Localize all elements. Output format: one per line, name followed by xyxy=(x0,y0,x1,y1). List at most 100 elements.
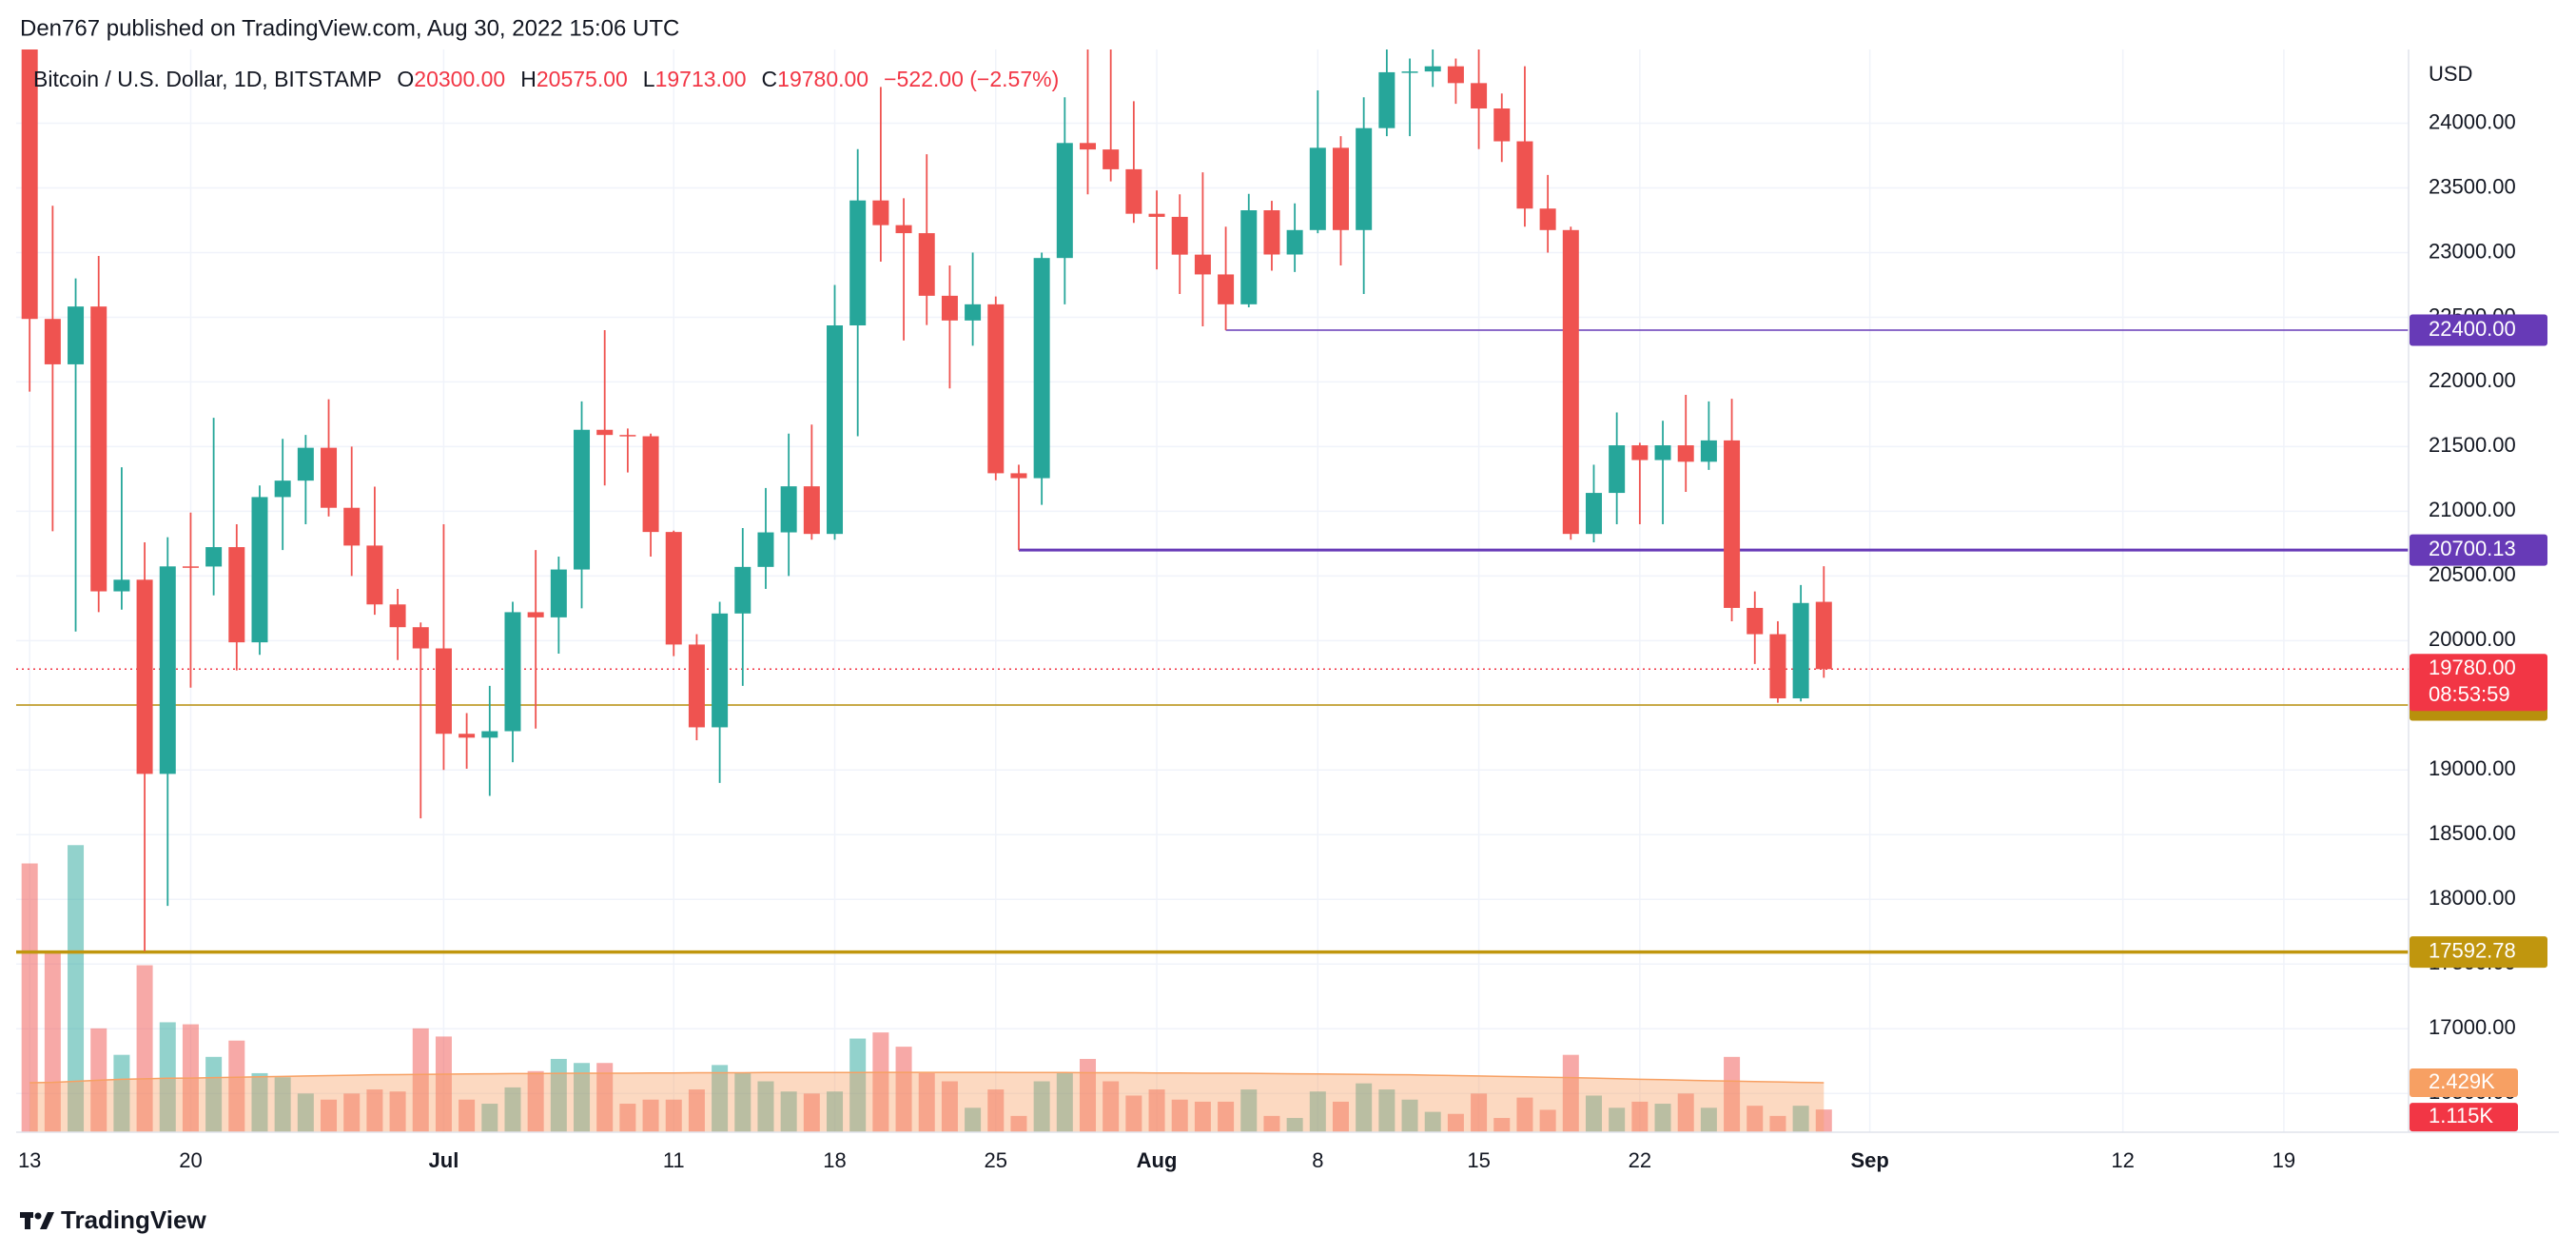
volume-bar xyxy=(574,1063,591,1132)
volume-bar xyxy=(1631,1101,1649,1132)
level-label-text: 20700.13 xyxy=(2429,537,2516,560)
volume-bar xyxy=(68,845,85,1132)
legend-key: H xyxy=(520,67,537,91)
candle-body xyxy=(1103,149,1120,169)
volume-bar xyxy=(827,1091,844,1132)
volume-bar xyxy=(1493,1118,1511,1132)
candle-body xyxy=(734,566,751,614)
volume-bar xyxy=(1194,1101,1211,1132)
candle-body xyxy=(159,566,176,774)
candle-body xyxy=(1562,229,1579,535)
volume-ma-area xyxy=(29,1072,1825,1132)
volume-bar xyxy=(1700,1107,1717,1132)
volume-bar xyxy=(1010,1115,1027,1132)
y-tick-label: 17000.00 xyxy=(2429,1015,2516,1039)
candle-body xyxy=(44,319,61,364)
volume-bar xyxy=(1103,1081,1120,1132)
legend: Bitcoin / U.S. Dollar, 1D, BITSTAMP O2030… xyxy=(33,67,1059,91)
countdown-text: 08:53:59 xyxy=(2429,682,2510,706)
volume-bar xyxy=(228,1040,245,1132)
volume-label-box xyxy=(2410,1103,2518,1132)
volume-bar xyxy=(44,950,61,1132)
legend-symbol: Bitcoin / U.S. Dollar, 1D, BITSTAMP xyxy=(33,67,381,91)
volume-bar xyxy=(1056,1072,1073,1132)
candle-body xyxy=(1240,210,1258,304)
y-tick-label: 22000.00 xyxy=(2429,368,2516,392)
level-label-box xyxy=(2410,314,2547,346)
volume-bar xyxy=(389,1091,406,1132)
candle-body xyxy=(827,325,844,535)
candle-body xyxy=(712,613,729,728)
volume-bar xyxy=(1401,1099,1418,1132)
candle-body xyxy=(941,295,958,321)
candle-body xyxy=(1356,127,1373,230)
candle-body xyxy=(1815,601,1832,670)
x-tick-label: 25 xyxy=(985,1148,1007,1172)
publish-header: Den767 published on TradingView.com, Aug… xyxy=(20,15,679,41)
x-tick-label: Aug xyxy=(1137,1148,1178,1172)
candle-body xyxy=(1769,634,1786,698)
candle-body xyxy=(1631,445,1649,460)
volume-bar xyxy=(1724,1056,1741,1132)
candle-body xyxy=(435,648,452,735)
x-tick-label: 13 xyxy=(18,1148,41,1172)
currency-label: USD xyxy=(2429,62,2472,86)
candle-body xyxy=(205,547,223,567)
legend-key: O xyxy=(397,67,414,91)
x-tick-label: 8 xyxy=(1312,1148,1323,1172)
volume-bar xyxy=(1171,1099,1188,1132)
volume-bar xyxy=(550,1058,567,1132)
legend-value: 20300.00 xyxy=(414,67,505,91)
volume-bar xyxy=(1539,1109,1556,1132)
candle-body xyxy=(803,486,820,535)
candle-body xyxy=(321,447,338,508)
volume-bar xyxy=(412,1028,429,1132)
candle-body xyxy=(1378,71,1395,128)
candle-body xyxy=(504,612,521,732)
volume-bar xyxy=(21,863,38,1132)
candle-body xyxy=(1654,445,1671,460)
volume-bar xyxy=(1654,1104,1671,1132)
candle-body xyxy=(1609,445,1626,494)
candle-body xyxy=(1585,493,1602,535)
y-tick-label: 21500.00 xyxy=(2429,433,2516,457)
candle-body xyxy=(366,545,383,605)
candle-body xyxy=(1332,147,1349,230)
candle-body xyxy=(1424,66,1441,72)
candle-body xyxy=(1677,445,1694,462)
volume-bar xyxy=(757,1081,774,1132)
volume-bar xyxy=(1263,1115,1280,1132)
candle-body xyxy=(113,579,130,592)
volume-bar xyxy=(1516,1097,1533,1132)
volume-bar xyxy=(251,1072,268,1132)
volume-bar xyxy=(688,1089,705,1132)
y-tick-label: 20500.00 xyxy=(2429,562,2516,586)
volume-bar xyxy=(1447,1113,1464,1132)
candle-body xyxy=(1309,147,1326,230)
footer-brand: TradingView xyxy=(61,1205,206,1234)
volume-bar xyxy=(1792,1106,1809,1132)
volume-bar xyxy=(642,1099,659,1132)
logo-slash xyxy=(40,1212,54,1229)
volume-bar xyxy=(780,1091,797,1132)
y-tick-label: 18500.00 xyxy=(2429,821,2516,845)
candle-body xyxy=(1447,66,1464,84)
y-tick-label: 21000.00 xyxy=(2429,498,2516,521)
candle-body xyxy=(1263,210,1280,255)
last-price-text: 19780.00 xyxy=(2429,656,2516,679)
volume-bar xyxy=(1585,1095,1602,1132)
candle-body xyxy=(895,225,912,234)
candle-body xyxy=(688,644,705,728)
y-tick-label: 19000.00 xyxy=(2429,756,2516,780)
candle-body xyxy=(1125,168,1142,214)
x-tick-label: 19 xyxy=(2273,1148,2295,1172)
candle-body xyxy=(90,306,107,592)
volume-bar xyxy=(274,1077,291,1132)
volume-bar xyxy=(1356,1083,1373,1132)
candle-body xyxy=(1056,143,1073,259)
volume-bar xyxy=(1033,1081,1050,1132)
volume-bar xyxy=(941,1081,958,1132)
volume-bar xyxy=(918,1072,935,1132)
candle-body xyxy=(596,429,614,436)
